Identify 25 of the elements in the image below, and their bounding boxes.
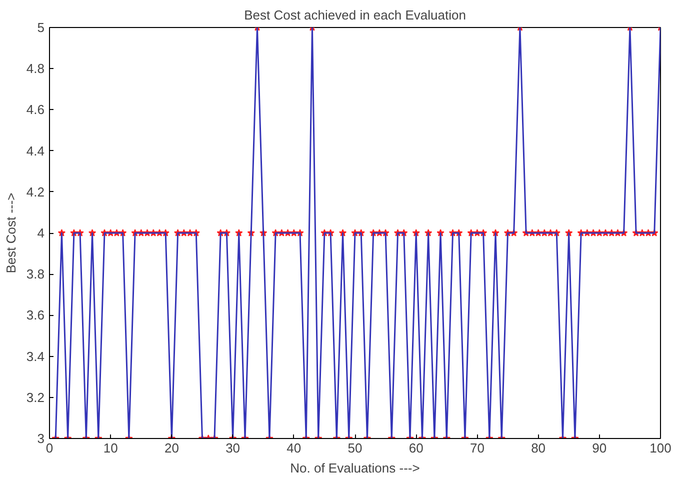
y-tick-label: 3	[37, 431, 45, 446]
x-tick-label: 0	[46, 440, 54, 456]
x-tick-label: 50	[348, 440, 362, 456]
x-tick-label: 100	[650, 440, 672, 456]
y-tick-label: 4	[37, 226, 45, 240]
y-axis-title: Best Cost --->	[3, 192, 18, 274]
y-tick-label: 3.4	[26, 348, 45, 364]
x-tick-label: 90	[592, 440, 607, 456]
y-tick-label: 4.6	[26, 102, 45, 118]
x-tick-label: 60	[408, 440, 424, 456]
x-tick-label: 80	[531, 440, 546, 456]
x-axis-title: No. of Evaluations --->	[290, 460, 420, 476]
x-tick-label: 10	[103, 440, 118, 456]
chart-title: Best Cost achieved in each Evaluation	[244, 8, 466, 22]
y-tick-label: 3.6	[26, 308, 45, 323]
y-tick-label: 4.8	[26, 61, 45, 76]
x-tick-label: 20	[164, 440, 179, 456]
x-tick-label: 30	[226, 440, 240, 456]
y-tick-label: 3.8	[26, 266, 45, 282]
y-tick-label: 3.2	[26, 390, 45, 405]
y-tick-label: 4.4	[26, 143, 45, 158]
y-tick-label: 4.2	[26, 184, 45, 200]
x-tick-label: 70	[470, 440, 484, 456]
x-tick-label: 40	[286, 440, 302, 456]
y-tick-label: 5	[37, 20, 45, 35]
